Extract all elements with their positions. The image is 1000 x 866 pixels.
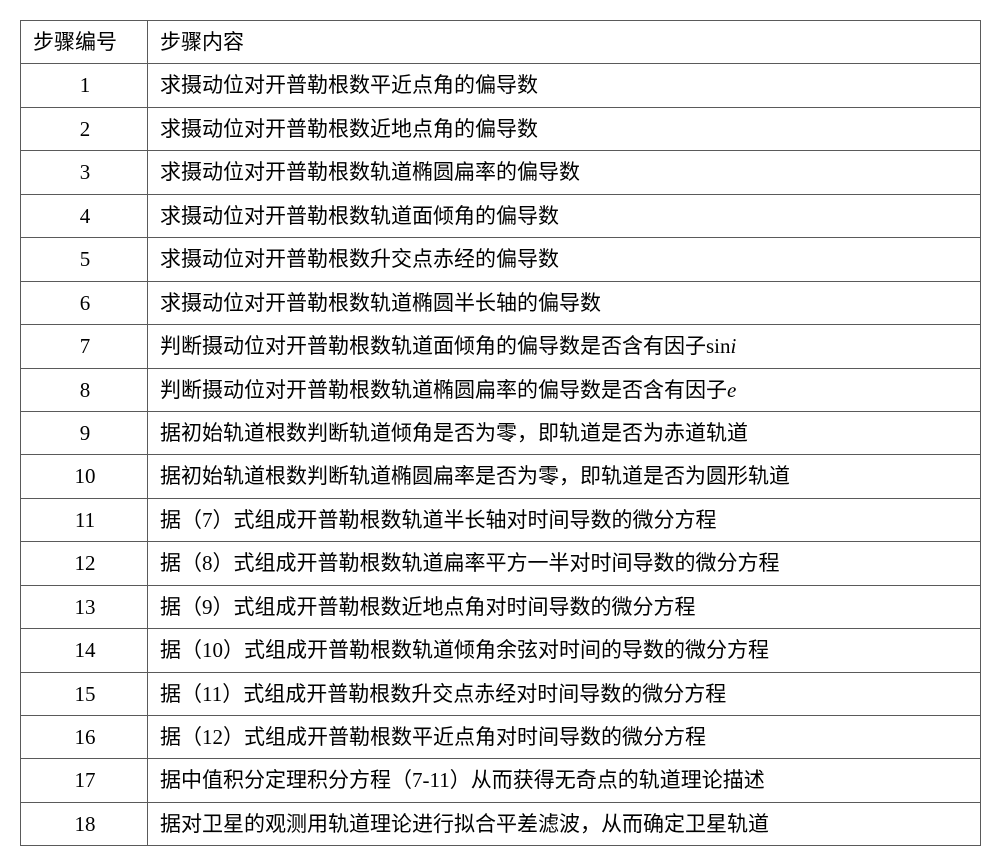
step-content: 求摄动位对开普勒根数近地点角的偏导数 [148, 107, 981, 150]
step-content-text: 据（10）式组成开普勒根数轨道倾角余弦对时间的导数的微分方程 [160, 638, 769, 662]
col-header-number: 步骤编号 [21, 21, 148, 64]
table-row: 5 求摄动位对开普勒根数升交点赤经的偏导数 [21, 238, 981, 281]
step-content: 据（11）式组成开普勒根数升交点赤经对时间导数的微分方程 [148, 672, 981, 715]
step-content-text: 求摄动位对开普勒根数轨道椭圆扁率的偏导数 [160, 160, 580, 184]
table-row: 9 据初始轨道根数判断轨道倾角是否为零，即轨道是否为赤道轨道 [21, 411, 981, 454]
step-content-text: 据初始轨道根数判断轨道椭圆扁率是否为零，即轨道是否为圆形轨道 [160, 464, 790, 488]
step-number: 7 [21, 325, 148, 368]
table-row: 6 求摄动位对开普勒根数轨道椭圆半长轴的偏导数 [21, 281, 981, 324]
step-number: 1 [21, 64, 148, 107]
step-number: 5 [21, 238, 148, 281]
step-content-text: 据中值积分定理积分方程（7-11）从而获得无奇点的轨道理论描述 [160, 768, 765, 792]
step-content-text: 据（11）式组成开普勒根数升交点赤经对时间导数的微分方程 [160, 682, 726, 706]
step-content: 求摄动位对开普勒根数升交点赤经的偏导数 [148, 238, 981, 281]
step-number: 6 [21, 281, 148, 324]
steps-table: 步骤编号 步骤内容 1 求摄动位对开普勒根数平近点角的偏导数 2 求摄动位对开普勒根数… [20, 20, 981, 846]
table-row: 2 求摄动位对开普勒根数近地点角的偏导数 [21, 107, 981, 150]
step-number: 16 [21, 716, 148, 759]
step-number: 13 [21, 585, 148, 628]
step-content-text: 据（7）式组成开普勒根数轨道半长轴对时间导数的微分方程 [160, 508, 717, 532]
step-number: 14 [21, 629, 148, 672]
step-number: 15 [21, 672, 148, 715]
step-content: 据初始轨道根数判断轨道倾角是否为零，即轨道是否为赤道轨道 [148, 411, 981, 454]
table-row: 11 据（7）式组成开普勒根数轨道半长轴对时间导数的微分方程 [21, 498, 981, 541]
step-content-text: 据初始轨道根数判断轨道倾角是否为零，即轨道是否为赤道轨道 [160, 421, 748, 445]
table-row: 17 据中值积分定理积分方程（7-11）从而获得无奇点的轨道理论描述 [21, 759, 981, 802]
table-row: 8判断摄动位对开普勒根数轨道椭圆扁率的偏导数是否含有因子e [21, 368, 981, 411]
step-content: 求摄动位对开普勒根数轨道椭圆半长轴的偏导数 [148, 281, 981, 324]
col-header-content: 步骤内容 [148, 21, 981, 64]
table-row: 10 据初始轨道根数判断轨道椭圆扁率是否为零，即轨道是否为圆形轨道 [21, 455, 981, 498]
table-header: 步骤编号 步骤内容 [21, 21, 981, 64]
step-number: 3 [21, 151, 148, 194]
step-content: 据（12）式组成开普勒根数平近点角对时间导数的微分方程 [148, 716, 981, 759]
step-content: 据（10）式组成开普勒根数轨道倾角余弦对时间的导数的微分方程 [148, 629, 981, 672]
step-number: 12 [21, 542, 148, 585]
step-content: 求摄动位对开普勒根数轨道椭圆扁率的偏导数 [148, 151, 981, 194]
step-content: 据初始轨道根数判断轨道椭圆扁率是否为零，即轨道是否为圆形轨道 [148, 455, 981, 498]
step-content-text: 判断摄动位对开普勒根数轨道面倾角的偏导数是否含有因子sin [160, 334, 731, 358]
step-content: 据（8）式组成开普勒根数轨道扁率平方一半对时间导数的微分方程 [148, 542, 981, 585]
step-content-text: 求摄动位对开普勒根数轨道椭圆半长轴的偏导数 [160, 291, 601, 315]
step-content-text: 求摄动位对开普勒根数轨道面倾角的偏导数 [160, 204, 559, 228]
step-number: 2 [21, 107, 148, 150]
table-row: 1 求摄动位对开普勒根数平近点角的偏导数 [21, 64, 981, 107]
step-content-text: 判断摄动位对开普勒根数轨道椭圆扁率的偏导数是否含有因子 [160, 378, 727, 402]
table-row: 13 据（9）式组成开普勒根数近地点角对时间导数的微分方程 [21, 585, 981, 628]
italic-symbol: i [731, 334, 737, 358]
table-row: 16 据（12）式组成开普勒根数平近点角对时间导数的微分方程 [21, 716, 981, 759]
step-number: 8 [21, 368, 148, 411]
table-row: 18 据对卫星的观测用轨道理论进行拟合平差滤波，从而确定卫星轨道 [21, 802, 981, 845]
step-content: 据（9）式组成开普勒根数近地点角对时间导数的微分方程 [148, 585, 981, 628]
step-content-text: 据（8）式组成开普勒根数轨道扁率平方一半对时间导数的微分方程 [160, 551, 780, 575]
step-content: 求摄动位对开普勒根数轨道面倾角的偏导数 [148, 194, 981, 237]
step-content: 求摄动位对开普勒根数平近点角的偏导数 [148, 64, 981, 107]
step-number: 18 [21, 802, 148, 845]
step-content-text: 求摄动位对开普勒根数近地点角的偏导数 [160, 117, 538, 141]
table-row: 12 据（8）式组成开普勒根数轨道扁率平方一半对时间导数的微分方程 [21, 542, 981, 585]
step-content: 判断摄动位对开普勒根数轨道面倾角的偏导数是否含有因子sini [148, 325, 981, 368]
step-content-text: 据对卫星的观测用轨道理论进行拟合平差滤波，从而确定卫星轨道 [160, 812, 769, 836]
table-row: 4 求摄动位对开普勒根数轨道面倾角的偏导数 [21, 194, 981, 237]
table-row: 14 据（10）式组成开普勒根数轨道倾角余弦对时间的导数的微分方程 [21, 629, 981, 672]
step-content: 据（7）式组成开普勒根数轨道半长轴对时间导数的微分方程 [148, 498, 981, 541]
step-number: 4 [21, 194, 148, 237]
step-content-text: 求摄动位对开普勒根数升交点赤经的偏导数 [160, 247, 559, 271]
italic-symbol: e [727, 378, 736, 402]
step-number: 9 [21, 411, 148, 454]
step-content-text: 据（9）式组成开普勒根数近地点角对时间导数的微分方程 [160, 595, 696, 619]
step-content: 据对卫星的观测用轨道理论进行拟合平差滤波，从而确定卫星轨道 [148, 802, 981, 845]
step-content: 据中值积分定理积分方程（7-11）从而获得无奇点的轨道理论描述 [148, 759, 981, 802]
table-body: 1求摄动位对开普勒根数平近点角的偏导数2求摄动位对开普勒根数近地点角的偏导数3求… [21, 64, 981, 846]
table-row: 15 据（11）式组成开普勒根数升交点赤经对时间导数的微分方程 [21, 672, 981, 715]
step-content-text: 据（12）式组成开普勒根数平近点角对时间导数的微分方程 [160, 725, 706, 749]
table-row: 7判断摄动位对开普勒根数轨道面倾角的偏导数是否含有因子sini [21, 325, 981, 368]
steps-table-container: 步骤编号 步骤内容 1 求摄动位对开普勒根数平近点角的偏导数 2 求摄动位对开普勒根数… [20, 20, 980, 846]
table-row: 3 求摄动位对开普勒根数轨道椭圆扁率的偏导数 [21, 151, 981, 194]
step-content: 判断摄动位对开普勒根数轨道椭圆扁率的偏导数是否含有因子e [148, 368, 981, 411]
step-number: 10 [21, 455, 148, 498]
step-content-text: 求摄动位对开普勒根数平近点角的偏导数 [160, 73, 538, 97]
step-number: 17 [21, 759, 148, 802]
step-number: 11 [21, 498, 148, 541]
